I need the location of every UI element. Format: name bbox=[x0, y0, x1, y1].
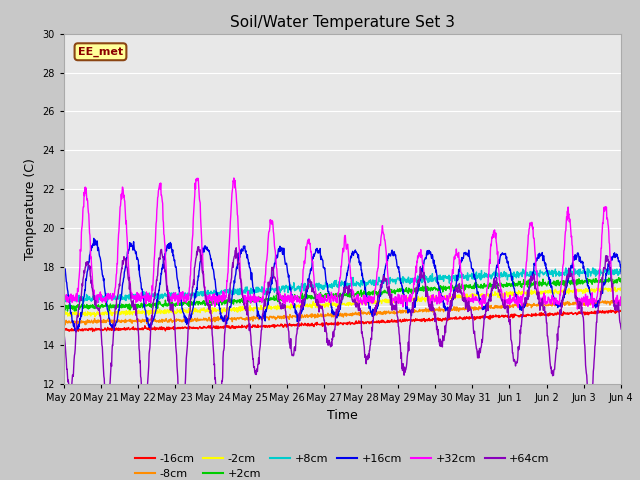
Line: +2cm: +2cm bbox=[64, 277, 640, 311]
+16cm bbox=[502, 253, 509, 259]
+8cm bbox=[633, 264, 640, 269]
+16cm bbox=[346, 256, 354, 262]
+64cm bbox=[60, 332, 68, 337]
-8cm bbox=[154, 318, 161, 324]
-16cm bbox=[89, 329, 97, 335]
+2cm bbox=[63, 308, 71, 314]
+64cm bbox=[195, 244, 202, 250]
+16cm bbox=[154, 299, 161, 304]
+2cm bbox=[589, 278, 596, 284]
Line: -8cm: -8cm bbox=[64, 299, 640, 325]
Line: +16cm: +16cm bbox=[64, 239, 640, 332]
X-axis label: Time: Time bbox=[327, 408, 358, 421]
Line: -2cm: -2cm bbox=[64, 286, 640, 317]
-2cm bbox=[335, 302, 342, 308]
+32cm bbox=[589, 300, 596, 305]
-2cm bbox=[589, 288, 596, 293]
-8cm bbox=[60, 319, 68, 324]
+32cm bbox=[346, 263, 354, 269]
+32cm bbox=[335, 289, 342, 295]
+64cm bbox=[153, 277, 161, 283]
+32cm bbox=[230, 175, 237, 181]
+8cm bbox=[154, 291, 161, 297]
-8cm bbox=[335, 313, 342, 319]
+32cm bbox=[153, 207, 161, 213]
+16cm bbox=[335, 309, 343, 314]
+8cm bbox=[346, 281, 354, 287]
Line: +64cm: +64cm bbox=[64, 247, 640, 425]
+16cm bbox=[589, 299, 596, 304]
+64cm bbox=[335, 307, 343, 312]
-8cm bbox=[346, 312, 354, 318]
+2cm bbox=[60, 303, 68, 309]
+8cm bbox=[79, 300, 87, 306]
+8cm bbox=[60, 295, 68, 301]
-2cm bbox=[502, 293, 509, 299]
-16cm bbox=[154, 326, 161, 332]
-8cm bbox=[589, 300, 596, 306]
Y-axis label: Temperature (C): Temperature (C) bbox=[24, 158, 37, 260]
-16cm bbox=[60, 326, 68, 332]
-2cm bbox=[346, 300, 354, 306]
-8cm bbox=[61, 322, 69, 328]
+64cm bbox=[589, 379, 596, 385]
+64cm bbox=[346, 288, 354, 294]
+64cm bbox=[178, 422, 186, 428]
-2cm bbox=[60, 311, 68, 316]
+2cm bbox=[346, 294, 354, 300]
-16cm bbox=[346, 320, 354, 325]
-16cm bbox=[502, 312, 509, 318]
-16cm bbox=[637, 306, 640, 312]
+64cm bbox=[502, 304, 509, 310]
-16cm bbox=[335, 321, 342, 326]
Line: -16cm: -16cm bbox=[64, 309, 640, 332]
-2cm bbox=[91, 314, 99, 320]
+16cm bbox=[72, 329, 80, 335]
+16cm bbox=[90, 236, 98, 241]
-8cm bbox=[502, 305, 509, 311]
+2cm bbox=[502, 283, 509, 289]
+8cm bbox=[335, 282, 342, 288]
-2cm bbox=[154, 310, 161, 316]
Line: +32cm: +32cm bbox=[64, 178, 640, 311]
+2cm bbox=[335, 292, 342, 298]
+16cm bbox=[60, 260, 68, 266]
+32cm bbox=[502, 303, 509, 309]
+32cm bbox=[60, 291, 68, 297]
Title: Soil/Water Temperature Set 3: Soil/Water Temperature Set 3 bbox=[230, 15, 455, 30]
+8cm bbox=[502, 274, 509, 279]
-16cm bbox=[589, 310, 596, 315]
Legend: -16cm, -8cm, -2cm, +2cm, +8cm, +16cm, +32cm, +64cm: -16cm, -8cm, -2cm, +2cm, +8cm, +16cm, +3… bbox=[131, 449, 554, 480]
Line: +8cm: +8cm bbox=[64, 266, 640, 303]
Text: EE_met: EE_met bbox=[78, 47, 123, 57]
+2cm bbox=[154, 301, 161, 307]
+8cm bbox=[589, 266, 596, 272]
